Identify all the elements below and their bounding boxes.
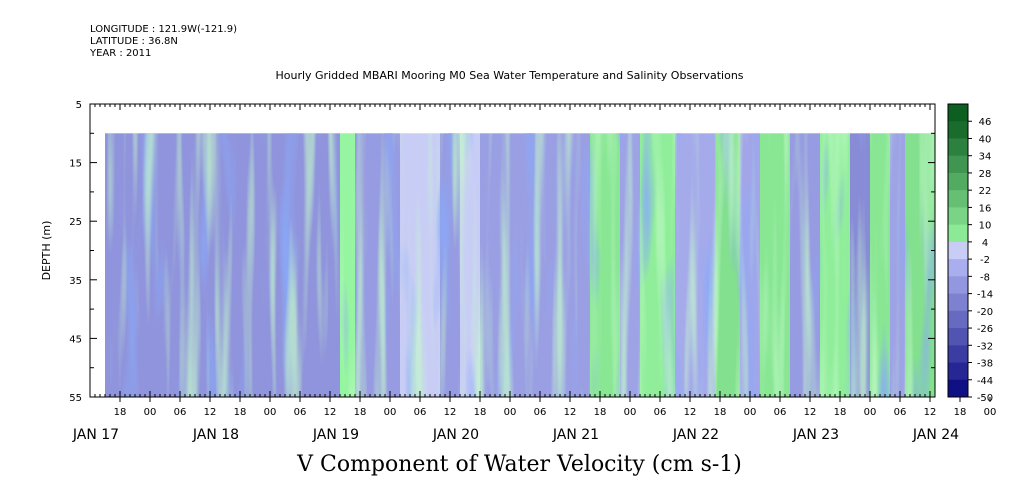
x-hour-label: 00	[384, 407, 397, 418]
colorbar: 46 40 34 28 22 16 10 4 -2 -8 -14 -20 -26 -32 -38 -44 -50	[947, 103, 993, 404]
x-hour-label: 18	[474, 407, 487, 418]
x-hour-label: 18	[354, 407, 367, 418]
year-label: YEAR : 2011	[90, 48, 152, 59]
x-hour-label: 12	[804, 407, 817, 418]
x-hour-label: 00	[624, 407, 637, 418]
colorbar-swatch	[948, 310, 968, 329]
colorbar-swatch	[948, 276, 968, 295]
x-hour-label: 12	[924, 407, 937, 418]
x-hour-label: 00	[504, 407, 517, 418]
longitude-label: LONGITUDE : 121.9W(-121.9)	[90, 24, 237, 35]
x-hour-label: 18	[714, 407, 727, 418]
colorbar-label: -38	[977, 359, 993, 370]
x-hour-label: 18	[834, 407, 847, 418]
colorbar-label: -50	[977, 393, 993, 404]
x-hour-label: 06	[654, 407, 667, 418]
colorbar-label: -20	[977, 307, 993, 318]
x-hour-label: 06	[894, 407, 907, 418]
x-day-label: JAN 24	[912, 427, 959, 443]
colorbar-swatch	[948, 293, 968, 312]
x-hour-label: 12	[444, 407, 457, 418]
x-hour-label: 00	[144, 407, 157, 418]
x-hour-label: 18	[234, 407, 247, 418]
x-day-label: JAN 20	[432, 427, 479, 443]
colorbar-swatch	[948, 241, 968, 260]
velocity-texture-green	[105, 133, 935, 398]
colorbar-label: 40	[979, 134, 992, 145]
colorbar-swatch	[948, 224, 968, 243]
x-hour-label: 06	[174, 407, 187, 418]
colorbar-swatch	[948, 155, 968, 174]
x-hour-label: 18	[954, 407, 967, 418]
x-day-label: JAN 18	[192, 427, 239, 443]
x-day-label: JAN 19	[312, 427, 359, 443]
colorbar-label: -44	[977, 376, 993, 387]
y-tick-label: 5	[76, 100, 82, 111]
x-hour-label: 06	[774, 407, 787, 418]
colorbar-label: 22	[979, 186, 992, 197]
colorbar-swatch	[948, 190, 968, 208]
colorbar-label: -32	[977, 341, 993, 352]
colorbar-swatch	[948, 172, 968, 191]
x-hour-label: 18	[594, 407, 607, 418]
x-hour-label: 12	[204, 407, 217, 418]
y-tick-label: 55	[69, 393, 82, 404]
x-hour-label: 06	[414, 407, 427, 418]
colorbar-swatch	[948, 121, 968, 139]
colorbar-label: -26	[977, 324, 993, 335]
colorbar-label: 10	[979, 221, 992, 232]
colorbar-label: 46	[979, 117, 992, 128]
x-day-label: JAN 22	[672, 427, 719, 443]
y-tick-label: 15	[69, 159, 82, 170]
x-hour-label: 18	[114, 407, 127, 418]
x-hour-label: 00	[264, 407, 277, 418]
colorbar-label: 28	[979, 169, 992, 180]
colorbar-swatch	[948, 379, 968, 398]
x-hour-label: 12	[684, 407, 697, 418]
colorbar-frame	[947, 103, 969, 398]
colorbar-label: 4	[982, 238, 988, 249]
latitude-label: LATITUDE : 36.8N	[90, 36, 178, 47]
x-hour-label: 00	[984, 407, 997, 418]
colorbar-label: -8	[980, 272, 990, 283]
x-hour-label: 12	[324, 407, 337, 418]
axes: 5 15 25 35 45 55 DEPTH (m) 18 00 06 12 18 00 06 12 18 00…	[40, 100, 997, 443]
colorbar-swatch	[948, 328, 968, 346]
y-tick-label: 35	[69, 276, 82, 287]
colorbar-swatch	[948, 138, 968, 157]
colorbar-label: -2	[980, 255, 990, 266]
colorbar-swatch	[948, 345, 968, 364]
y-axis-title: DEPTH (m)	[40, 221, 53, 281]
x-day-label: JAN 23	[792, 427, 839, 443]
y-tick-label: 45	[69, 334, 82, 345]
x-hour-label: 06	[294, 407, 307, 418]
x-day-label: JAN 21	[552, 427, 599, 443]
x-hour-label: 06	[534, 407, 547, 418]
x-axis-title: V Component of Water Velocity (cm s-1)	[297, 452, 742, 477]
colorbar-label: -14	[977, 290, 993, 301]
colorbar-swatch	[948, 207, 968, 226]
colorbar-swatch	[948, 259, 968, 277]
y-tick-label: 25	[69, 217, 82, 228]
x-day-label: JAN 17	[72, 427, 119, 443]
colorbar-label: 34	[979, 152, 992, 163]
chart-title: Hourly Gridded MBARI Mooring M0 Sea Wate…	[275, 69, 744, 82]
colorbar-swatch	[948, 362, 968, 381]
x-hour-label: 00	[864, 407, 877, 418]
x-hour-label: 00	[744, 407, 757, 418]
x-hour-label: 12	[564, 407, 577, 418]
colorbar-swatch	[948, 104, 968, 122]
colorbar-label: 16	[979, 203, 992, 214]
